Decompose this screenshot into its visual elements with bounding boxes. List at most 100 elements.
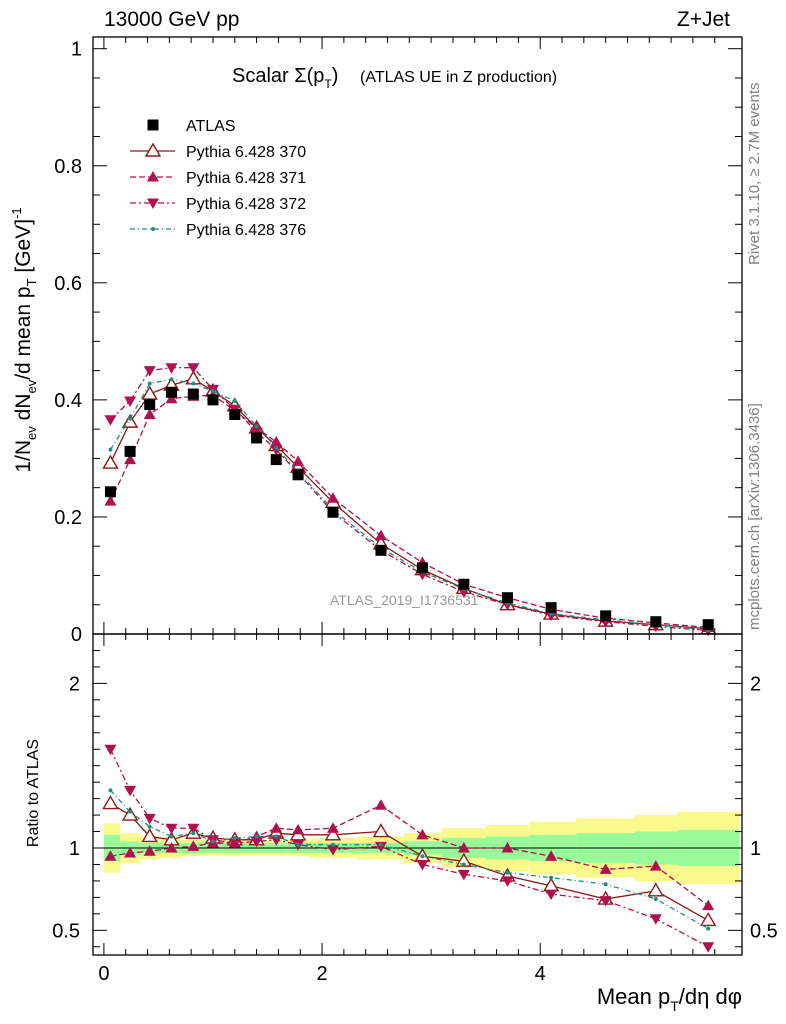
series-point-4 [232, 399, 237, 404]
ratio-point-4 [254, 834, 259, 839]
series-point-4 [210, 389, 215, 394]
ratio-point-1 [102, 795, 119, 810]
ratio-point-4 [378, 842, 383, 847]
ratio-point-4 [296, 842, 301, 847]
header-left-label: 13000 GeV pp [104, 8, 239, 31]
series-point-4 [274, 445, 279, 450]
ratio-point-4 [108, 788, 113, 793]
atlas-data-point [702, 619, 714, 631]
plot-title-extra: (ATLAS UE in Z production) [360, 69, 557, 86]
watermark: ATLAS_2019_I1736531 [330, 592, 479, 608]
series-point-2 [326, 492, 339, 503]
atlas-data-point [270, 454, 282, 466]
atlas-data-point [166, 386, 178, 398]
side-label-bottom: mcplots.cern.ch [arXiv:1306.3436] [746, 403, 763, 630]
ratio-point-3 [457, 869, 470, 881]
ratio-point-2 [702, 899, 715, 911]
ratio-point-1 [699, 912, 717, 927]
atlas-data-point [187, 388, 199, 400]
atlas-data-point [229, 409, 241, 421]
ratio-point-4 [706, 926, 711, 931]
series-point-4 [191, 381, 196, 386]
x-tick-label: 2 [316, 963, 327, 985]
ratio-point-2 [599, 863, 612, 874]
series-point-3 [104, 415, 117, 426]
ratio-tick-label: 1 [69, 838, 80, 860]
ratio-point-2 [326, 822, 339, 833]
series-point-2 [143, 408, 156, 420]
legend-label-4: Pythia 6.428 376 [186, 222, 306, 239]
y-axis-label: 1/Nev dNev/d mean pT [GeV]-1 [9, 207, 39, 472]
atlas-data-point [124, 445, 136, 457]
series-point-4 [169, 377, 174, 382]
ratio-point-2 [292, 823, 305, 835]
ratio-tick-label: 0.5 [52, 920, 80, 942]
atlas-data-point [144, 399, 156, 411]
ratio-point-2 [649, 860, 662, 871]
ratio-point-3 [187, 823, 200, 835]
series-point-3 [124, 396, 137, 408]
ratio-point-3 [104, 744, 117, 756]
ratio-y-axis-label: Ratio to ATLAS [25, 739, 42, 847]
header-right-label: Z+Jet [677, 8, 730, 31]
ratio-point-1 [372, 823, 390, 838]
ratio-point-2 [187, 840, 200, 851]
atlas-data-point [545, 602, 557, 614]
series-point-3 [187, 363, 200, 374]
series-point-3 [270, 445, 283, 456]
ratio-point-4 [274, 834, 279, 839]
series-point-2 [104, 495, 117, 506]
ratio-point-2 [104, 850, 117, 861]
y-tick-label: 0.2 [54, 507, 82, 529]
ratio-point-2 [165, 842, 178, 853]
series-point-2 [165, 392, 178, 404]
ratio-point-2 [457, 842, 470, 853]
x-tick-label: 4 [535, 963, 546, 985]
ratio-point-4 [549, 875, 554, 880]
legend-label-3: Pythia 6.428 372 [186, 196, 306, 213]
ratio-point-3 [649, 914, 662, 925]
series-point-4 [147, 381, 152, 386]
ratio-point-4 [232, 836, 237, 841]
x-tick-label: 0 [98, 963, 109, 985]
y-tick-label: 0 [71, 624, 82, 646]
plot-axes: 0 2 4 0 0.2 0.4 0.6 0.8 1 0.5 0.5 1 1 2 2 [52, 36, 778, 985]
ratio-point-4 [330, 842, 335, 847]
legend-label-2: Pythia 6.428 371 [186, 170, 306, 187]
ratio-point-4 [505, 870, 510, 875]
ratio-point-2 [143, 845, 156, 856]
ratio-point-4 [147, 824, 152, 829]
ratio-point-4 [128, 809, 133, 814]
y-tick-label: 0.4 [54, 390, 82, 412]
side-label-top: Rivet 3.1.10, ≥ 2.7M events [746, 83, 763, 266]
atlas-data-point [375, 544, 387, 556]
ratio-point-3 [124, 785, 137, 797]
ratio-point-4 [169, 834, 174, 839]
atlas-data-point [207, 394, 219, 406]
series-point-2 [374, 529, 387, 541]
series-point-4 [108, 447, 113, 452]
series-point-1 [121, 413, 139, 428]
data-marks [102, 363, 717, 953]
ratio-point-3 [599, 896, 612, 907]
ratio-tick-label-right: 0.5 [750, 920, 778, 942]
ratio-point-3 [501, 876, 514, 887]
plot-title: Scalar Σ(pT) [232, 65, 338, 91]
legend-marker-1 [144, 142, 162, 157]
legend-label-0: ATLAS [186, 118, 236, 135]
y-tick-label: 1 [71, 39, 82, 61]
atlas-data-point [327, 506, 339, 518]
series-point-3 [143, 366, 156, 377]
series-point-4 [254, 424, 259, 429]
y-tick-label: 0.6 [54, 273, 82, 295]
y-tick-label: 0.8 [54, 156, 82, 178]
ratio-point-4 [210, 839, 215, 844]
series-point-2 [292, 455, 305, 466]
legend-marker-3 [147, 198, 159, 209]
ratio-point-3 [416, 859, 429, 871]
atlas-data-point [292, 469, 304, 481]
ratio-point-2 [545, 850, 558, 861]
ratio-point-1 [121, 806, 139, 821]
legend: ATLAS Pythia 6.428 370 Pythia 6.428 371 Pyt… [130, 118, 306, 239]
